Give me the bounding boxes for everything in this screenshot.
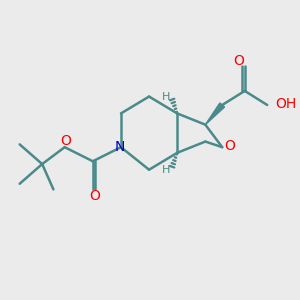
Text: N: N [114, 140, 125, 154]
Text: O: O [61, 134, 71, 148]
Text: H: H [162, 92, 171, 101]
Text: O: O [233, 54, 244, 68]
Text: OH: OH [275, 97, 296, 111]
Polygon shape [205, 103, 225, 125]
Text: O: O [89, 189, 100, 202]
Text: H: H [162, 165, 171, 175]
Text: O: O [225, 139, 236, 153]
